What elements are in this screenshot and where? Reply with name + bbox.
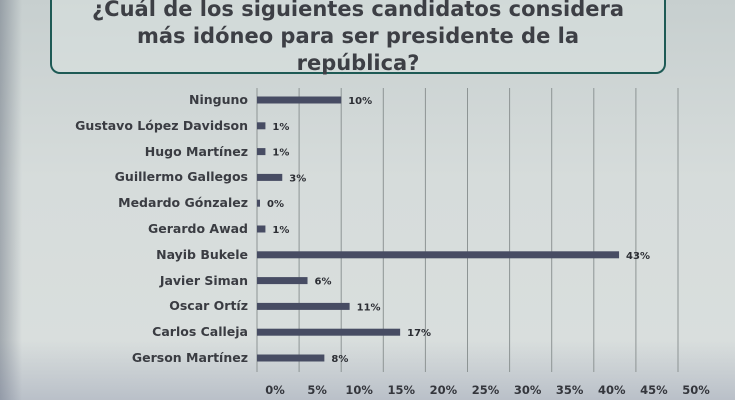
category-label: Oscar Ortíz <box>169 298 248 314</box>
left-edge-shadow <box>0 0 22 400</box>
bar <box>257 277 308 285</box>
category-label: Gustavo López Davidson <box>75 117 248 133</box>
bottom-edge-shadow <box>0 340 735 400</box>
data-label: 1% <box>272 148 289 159</box>
data-label: 8% <box>331 354 348 365</box>
category-label: Hugo Martínez <box>144 143 248 159</box>
chart-title: ¿Cuál de los siguientes candidatos consi… <box>91 0 624 75</box>
category-label: Javier Siman <box>159 272 248 288</box>
data-label: 0% <box>267 199 284 210</box>
bar <box>257 251 620 259</box>
chart-title-box: ¿Cuál de los siguientes candidatos consi… <box>50 0 666 75</box>
bar <box>257 148 266 156</box>
x-tick-label: 30% <box>514 383 542 397</box>
category-label: Medardo Gónzalez <box>118 195 248 211</box>
data-label: 6% <box>315 277 332 288</box>
data-label: 3% <box>289 173 306 184</box>
data-label: 10% <box>348 96 372 107</box>
bar <box>257 302 350 310</box>
bar <box>257 122 266 130</box>
bar <box>257 225 266 233</box>
category-label: Gerson Martínez <box>131 350 248 365</box>
x-tick-label: 20% <box>430 383 458 397</box>
x-tick-label: 35% <box>556 383 584 397</box>
x-tick-label: 40% <box>598 383 626 397</box>
data-label: 1% <box>272 225 289 236</box>
bar <box>257 328 401 336</box>
bar <box>257 199 260 207</box>
bar <box>257 173 283 181</box>
x-tick-label: 50% <box>682 383 710 397</box>
x-tick-label: 0% <box>265 383 285 397</box>
x-tick-label: 45% <box>640 383 668 397</box>
data-label: 11% <box>357 302 381 313</box>
category-label: Nayib Bukele <box>156 246 248 262</box>
bar <box>257 96 342 104</box>
data-label: 43% <box>626 251 650 262</box>
x-tick-label: 15% <box>388 383 416 397</box>
x-tick-label: 5% <box>307 383 327 397</box>
data-label: 1% <box>272 122 289 133</box>
category-label: Gerardo Awad <box>148 221 248 236</box>
x-tick-label: 25% <box>472 383 500 397</box>
category-label: Carlos Calleja <box>152 324 248 340</box>
data-label: 17% <box>407 328 431 339</box>
category-label: Guillermo Gallegos <box>114 169 248 185</box>
bar <box>257 354 325 362</box>
category-label: Ninguno <box>189 92 248 107</box>
x-tick-label: 10% <box>345 383 373 397</box>
